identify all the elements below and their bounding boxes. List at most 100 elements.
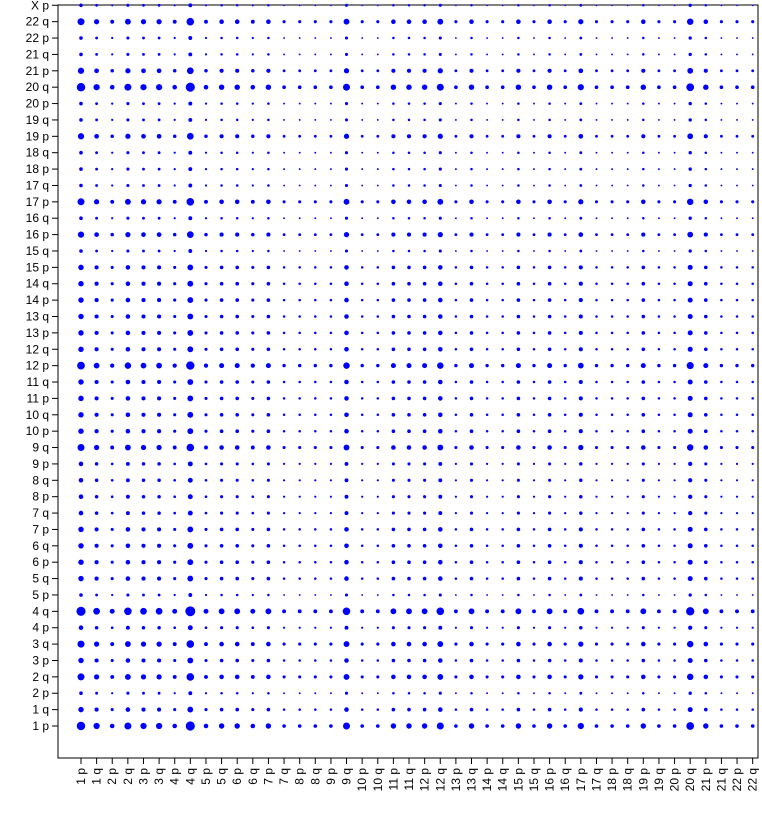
point-17-q-x-6-p [595, 560, 598, 564]
point-16-p-x-3-q [547, 641, 552, 647]
point-12-q-x-18-q [438, 151, 442, 155]
x-tick-label-8-q: 8 q [308, 768, 322, 785]
point-20-p-x-18-p [673, 168, 676, 171]
point-14-p-x-15-q [486, 250, 489, 252]
point-22-p-x-22-p [736, 37, 738, 39]
point-22-q-x-x-p [751, 4, 754, 7]
point-14-p-x-21-p [485, 69, 489, 73]
point-5-q-x-2-q [219, 674, 224, 680]
point-18-q-x-18-p [626, 168, 629, 171]
point-17-p-x-1-q [578, 707, 583, 712]
point-14-q-x-1-p [500, 724, 505, 728]
point-15-p-x-4-p [516, 626, 520, 630]
point-13-q-x-14-q [469, 281, 474, 286]
point-20-q-x-13-p [687, 330, 693, 336]
point-15-q-x-11-q [532, 380, 536, 384]
point-16-q-x-18-p [564, 168, 567, 171]
point-22-q-x-11-p [751, 397, 754, 400]
point-2-q-x-6-q [125, 543, 131, 549]
point-13-q-x-6-p [469, 560, 474, 565]
point-8-q-x-19-p [313, 134, 317, 138]
point-7-q-x-5-q [282, 577, 286, 580]
point-21-p-x-2-p [704, 691, 708, 695]
point-16-q-x-1-q [563, 708, 567, 711]
point-12-p-x-12-q [422, 347, 427, 352]
point-16-p-x-10-q [547, 412, 552, 417]
point-14-p-x-1-p [485, 724, 489, 728]
point-8-p-x-1-p [297, 724, 302, 728]
point-12-p-x-5-p [423, 593, 426, 597]
y-tick-label-13-p: 13 p [26, 326, 50, 340]
point-16-q-x-15-p [563, 266, 567, 269]
point-12-p-x-17-p [422, 199, 427, 205]
point-14-p-x-9-q [485, 445, 489, 450]
point-20-p-x-20-p [673, 102, 676, 105]
point-6-q-x-22-q [250, 19, 255, 24]
point-1-p-x-8-p [78, 494, 84, 499]
point-2-p-x-6-p [110, 560, 114, 564]
point-3-q-x-18-q [157, 151, 161, 155]
point-22-p-x-4-p [735, 626, 739, 629]
y-tick-label-4-p: 4 p [32, 621, 49, 635]
x-tick-label-2-p: 2 p [105, 768, 119, 785]
point-8-q-x-6-q [314, 544, 317, 548]
point-11-q-x-6-q [407, 543, 411, 548]
point-3-p-x-11-q [141, 379, 146, 385]
point-21-q-x-21-q [720, 53, 723, 56]
point-20-p-x-12-q [673, 348, 676, 351]
point-12-q-x-6-p [438, 559, 443, 565]
point-10-q-x-16-p [376, 233, 380, 237]
point-14-q-x-8-p [501, 495, 504, 498]
point-10-q-x-5-p [376, 594, 379, 596]
point-21-p-x-1-p [703, 723, 709, 729]
point-18-p-x-9-q [610, 445, 614, 450]
point-15-q-x-15-q [533, 250, 535, 252]
point-6-p-x-4-q [234, 608, 241, 615]
point-15-q-x-19-q [533, 118, 535, 121]
point-7-q-x-22-q [282, 20, 286, 24]
x-tick-label-4-p: 4 p [168, 768, 182, 785]
point-8-p-x-12-p [298, 363, 302, 368]
point-17-p-x-1-p [577, 722, 584, 730]
point-14-p-x-2-p [486, 692, 489, 695]
point-17-p-x-10-p [578, 429, 583, 434]
point-2-q-x-11-q [125, 379, 131, 385]
point-21-p-x-21-q [704, 53, 708, 56]
point-18-q-x-3-q [626, 642, 630, 646]
point-21-q-x-15-q [720, 250, 723, 252]
point-19-q-x-x-p [657, 4, 660, 7]
point-13-p-x-3-p [454, 659, 458, 662]
point-5-p-x-22-q [204, 19, 208, 24]
point-19-q-x-3-p [657, 659, 661, 662]
point-17-p-x-18-p [579, 167, 583, 171]
point-20-p-x-11-q [673, 380, 676, 384]
point-10-p-x-10-p [360, 429, 364, 433]
point-1-p-x-x-p [79, 3, 83, 8]
point-19-p-x-19-q [642, 118, 645, 122]
point-2-q-x-5-q [125, 576, 131, 581]
point-14-q-x-9-p [501, 462, 504, 465]
point-21-p-x-5-q [703, 576, 708, 581]
point-12-q-x-7-q [438, 511, 443, 516]
x-tick-label-7-q: 7 q [277, 768, 291, 785]
point-15-q-x-10-p [532, 429, 536, 433]
point-7-p-x-11-p [266, 396, 271, 401]
point-12-p-x-15-p [422, 265, 427, 270]
point-10-p-x-18-q [361, 151, 364, 154]
point-1-p-x-10-q [78, 412, 84, 418]
point-10-p-x-2-q [360, 675, 364, 679]
point-16-q-x-10-q [563, 413, 567, 417]
point-21-p-x-12-p [703, 363, 709, 369]
point-13-q-x-10-q [469, 412, 474, 417]
point-15-q-x-19-p [532, 134, 536, 138]
point-2-q-x-14-q [125, 281, 131, 286]
point-7-q-x-11-q [282, 380, 286, 384]
point-15-p-x-21-p [516, 68, 521, 73]
point-7-p-x-4-p [266, 626, 270, 630]
point-4-q-x-19-p [186, 132, 194, 140]
point-10-q-x-20-q [375, 85, 380, 90]
point-17-q-x-7-q [595, 511, 598, 515]
point-3-p-x-16-p [141, 232, 146, 237]
point-10-p-x-10-q [360, 413, 364, 417]
point-15-p-x-8-p [516, 495, 520, 499]
